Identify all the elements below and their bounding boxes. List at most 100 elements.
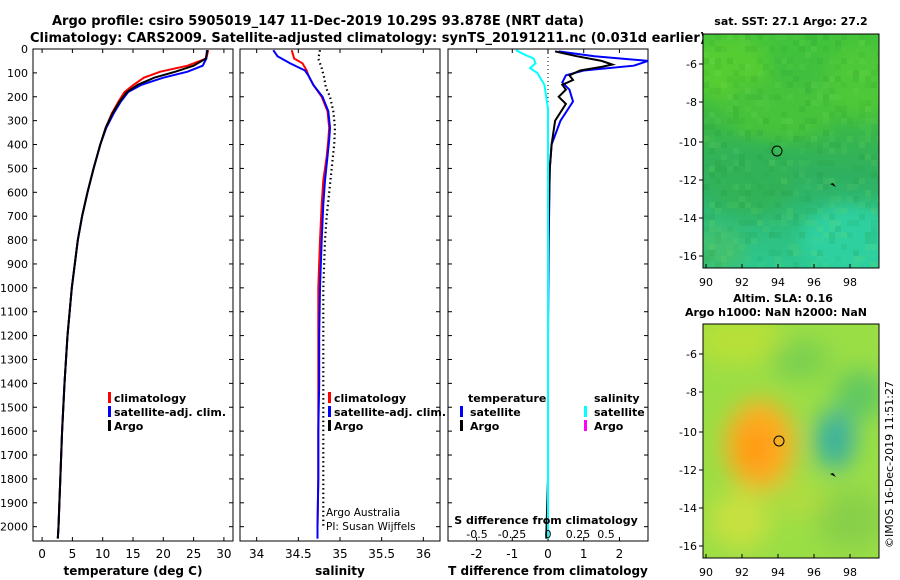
- sst-pixel: [781, 112, 787, 118]
- series-satellite-salinity: [515, 49, 549, 539]
- sst-pixel: [721, 46, 727, 52]
- sst-pixel: [853, 70, 859, 76]
- sst-pixel: [703, 214, 709, 220]
- sst-pixel: [769, 70, 775, 76]
- sst-pixel: [829, 232, 835, 238]
- sst-pixel: [829, 178, 835, 184]
- map-x-tick-label: 92: [735, 276, 749, 289]
- sst-pixel: [823, 112, 829, 118]
- sst-pixel: [751, 112, 757, 118]
- legend-label-climatology: climatology: [334, 392, 406, 405]
- sst-pixel: [781, 262, 787, 268]
- sst-pixel: [745, 106, 751, 112]
- sst-pixel: [817, 82, 823, 88]
- legend-sal-title: salinity: [594, 392, 640, 405]
- sst-pixel: [787, 82, 793, 88]
- sst-pixel: [865, 82, 871, 88]
- series-satellite-adj-clim-: [56, 50, 208, 539]
- sst-pixel: [841, 46, 847, 52]
- sst-pixel: [733, 160, 739, 166]
- sst-pixel: [865, 196, 871, 202]
- x-tick-label: 34.5: [285, 547, 312, 561]
- sst-pixel: [781, 178, 787, 184]
- sst-pixel: [745, 136, 751, 142]
- map-y-tick-label: -6: [686, 58, 697, 71]
- sst-pixel: [835, 226, 841, 232]
- sst-pixel: [805, 196, 811, 202]
- s-tick-label: -0.25: [498, 528, 526, 541]
- s-tick-label: 0.5: [597, 528, 615, 541]
- sst-pixel: [739, 196, 745, 202]
- sst-pixel: [721, 190, 727, 196]
- sst-map-title: sat. SST: 27.1 Argo: 27.2: [714, 15, 867, 28]
- sst-pixel: [715, 46, 721, 52]
- y-tick-label: 900: [7, 258, 28, 271]
- sst-pixel: [847, 232, 853, 238]
- sst-pixel: [751, 94, 757, 100]
- sst-pixel: [877, 124, 879, 130]
- sst-pixel: [823, 118, 829, 124]
- sst-pixel: [871, 208, 877, 214]
- sst-pixel: [787, 250, 793, 256]
- sst-pixel: [823, 214, 829, 220]
- map-y-tick-label: -8: [686, 96, 697, 109]
- sst-pixel: [775, 94, 781, 100]
- sst-pixel: [811, 238, 817, 244]
- sst-pixel: [865, 202, 871, 208]
- sst-pixel: [853, 178, 859, 184]
- sst-pixel: [877, 226, 879, 232]
- sst-pixel: [793, 76, 799, 82]
- y-tick-label: 2000: [0, 521, 28, 534]
- sst-pixel: [787, 244, 793, 250]
- sst-pixel: [787, 160, 793, 166]
- sst-pixel: [859, 214, 865, 220]
- sst-pixel: [733, 112, 739, 118]
- sst-pixel: [877, 136, 879, 142]
- sst-pixel: [805, 118, 811, 124]
- sst-pixel: [763, 226, 769, 232]
- sst-pixel: [769, 94, 775, 100]
- legend-swatch-sal-satellite: [584, 406, 587, 417]
- sst-pixel: [829, 58, 835, 64]
- sst-pixel: [733, 118, 739, 124]
- y-tick-label: 0: [21, 43, 28, 56]
- sst-pixel: [823, 184, 829, 190]
- map-x-tick-label: 90: [699, 566, 713, 579]
- sst-pixel: [853, 220, 859, 226]
- sst-pixel: [745, 220, 751, 226]
- sst-pixel: [829, 238, 835, 244]
- sst-pixel: [805, 100, 811, 106]
- sst-pixel: [817, 238, 823, 244]
- legend-swatch-satellite: [108, 406, 111, 417]
- sst-pixel: [727, 166, 733, 172]
- map-y-tick-label: -6: [686, 348, 697, 361]
- sst-pixel: [829, 136, 835, 142]
- sst-pixel: [781, 34, 787, 40]
- sst-pixel: [721, 172, 727, 178]
- sst-pixel: [745, 256, 751, 262]
- sst-pixel: [715, 88, 721, 94]
- sst-pixel: [859, 58, 865, 64]
- y-tick-label: 600: [7, 186, 28, 199]
- legend-label-temp-argo: Argo: [470, 420, 500, 433]
- y-tick-label: 200: [7, 91, 28, 104]
- sst-pixel: [835, 46, 841, 52]
- sst-pixel: [721, 232, 727, 238]
- sst-pixel: [829, 142, 835, 148]
- sst-pixel: [871, 220, 877, 226]
- sst-pixel: [817, 178, 823, 184]
- difference-panel: -2 -1 0 1 2: [471, 49, 649, 561]
- map-x-tick-label: 94: [771, 566, 785, 579]
- x-tick-label: -2: [471, 547, 483, 561]
- sst-pixel: [703, 172, 709, 178]
- x-tick-label: 1: [580, 547, 588, 561]
- sst-pixel: [799, 124, 805, 130]
- y-tick-label: 500: [7, 162, 28, 175]
- sst-pixel: [847, 136, 853, 142]
- sst-pixel: [859, 202, 865, 208]
- temperature-xlabel: temperature (deg C): [64, 564, 203, 578]
- sst-pixel: [787, 190, 793, 196]
- legend-label-climatology: climatology: [114, 392, 186, 405]
- sst-pixel: [715, 160, 721, 166]
- sst-pixel: [829, 76, 835, 82]
